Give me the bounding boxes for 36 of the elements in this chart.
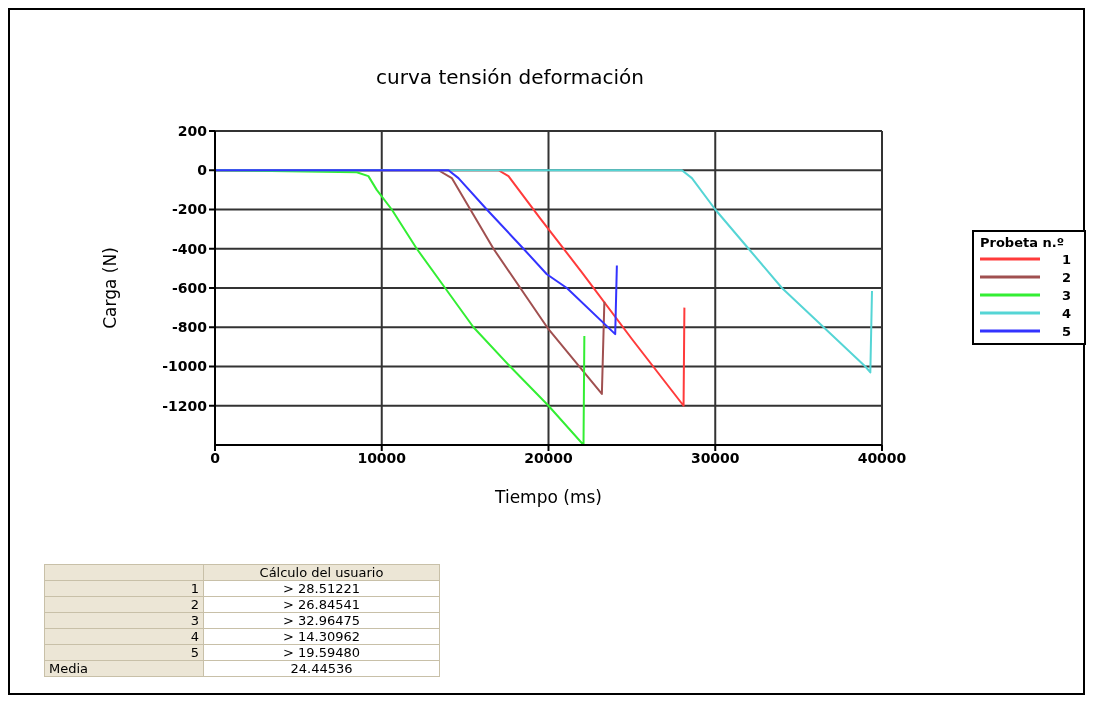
x-tick-label: 10000 [357, 449, 407, 466]
x-axis-title: Tiempo (ms) [494, 487, 602, 507]
text: 2 [44, 596, 204, 613]
text: 5 [44, 644, 204, 661]
y-axis-title: Carga (N) [100, 247, 121, 329]
text: > 19.59480 [203, 644, 440, 661]
line-series [215, 169, 618, 336]
text: Media [44, 660, 204, 677]
legend-label: 1 [1062, 251, 1072, 267]
y-tick-label: -1000 [162, 358, 208, 375]
text: 3 [44, 612, 204, 629]
text: > 28.51221 [203, 580, 440, 597]
text: Cálculo del usuario [203, 564, 440, 581]
text: > 26.84541 [203, 596, 440, 613]
text: 4 [44, 628, 204, 645]
text: 24.44536 [203, 660, 440, 677]
y-tick-label: -600 [171, 279, 208, 296]
y-tick-label: 200 [177, 122, 208, 139]
y-tick-label: -400 [171, 240, 208, 257]
x-tick-label: 20000 [524, 449, 574, 466]
text: > 14.30962 [203, 628, 440, 645]
legend-title: Probeta n.º [980, 235, 1066, 250]
text: > 32.96475 [203, 612, 440, 629]
text: 1 [44, 580, 204, 597]
x-tick-label: 0 [210, 449, 221, 466]
y-tick-label: -1200 [162, 397, 208, 414]
chart-title: curva tensión deformación [375, 65, 645, 89]
legend-label: 4 [1062, 305, 1072, 321]
legend-label: 3 [1062, 287, 1072, 303]
y-tick-label: -800 [171, 319, 208, 336]
legend-label: 5 [1062, 323, 1072, 339]
x-tick-label: 40000 [857, 449, 907, 466]
legend-label: 2 [1062, 269, 1072, 285]
y-tick-label: 0 [197, 162, 208, 179]
x-tick-label: 30000 [690, 449, 740, 466]
y-tick-label: -200 [171, 201, 208, 218]
